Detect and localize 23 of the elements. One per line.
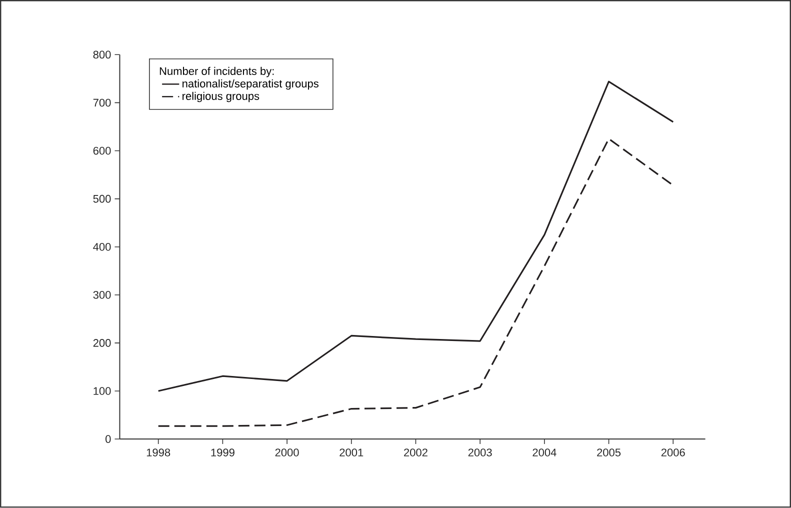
x-tick-label: 2001 [340,448,364,457]
y-tick-label: 300 [93,291,111,299]
x-tick-label: 2000 [275,448,299,457]
y-tick-label: 800 [93,50,111,59]
line-series [158,138,674,428]
y-tick-label: 500 [93,195,111,203]
y-tick-label: 100 [94,387,111,396]
x-tick-label: 2005 [597,448,621,457]
x-tick-label: 2002 [404,448,428,457]
legend-label: religious groups [182,92,260,102]
legend-title: Number of incidents by: [160,67,274,78]
x-tick-label: 1998 [146,448,170,457]
y-tick-label: 600 [93,147,111,155]
y-tick-label: 700 [93,98,111,107]
y-tick-label: 400 [93,243,111,251]
legend-label: nationalist/separatist groups [182,80,318,90]
x-tick-label: 2004 [532,448,556,457]
y-tick-label: 0 [106,435,111,444]
x-tick-label: 2006 [661,448,685,457]
line-series [158,80,674,392]
x-tick-label: 2003 [468,448,492,457]
y-tick-label: 200 [93,339,111,347]
x-tick-label: 1999 [211,448,234,457]
